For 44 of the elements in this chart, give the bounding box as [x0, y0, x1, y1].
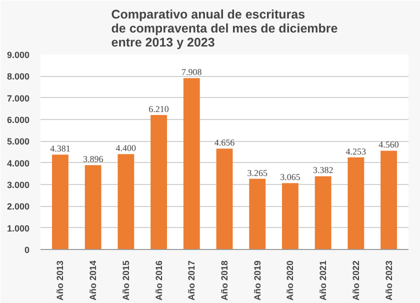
y-tick-label: 0 [24, 245, 30, 255]
data-label: 3.896 [82, 154, 104, 164]
y-tick-label: 9.000 [6, 50, 30, 60]
bar [348, 157, 364, 250]
data-label: 3.065 [280, 172, 301, 182]
x-tick-label: Año 2016 [154, 260, 164, 301]
y-tick-label: 6.000 [6, 115, 30, 125]
y-tick-label: 5.000 [6, 136, 30, 147]
bar [380, 150, 397, 250]
x-tick-label: Año 2018 [220, 260, 230, 301]
x-tick-label: Año 2019 [252, 260, 262, 301]
bar [183, 78, 200, 250]
x-tick-label: Año 2022 [350, 260, 361, 301]
x-tick-label: Año 2023 [384, 260, 394, 301]
x-tick-label: Año 2013 [55, 260, 66, 301]
data-label: 7.908 [182, 67, 202, 78]
x-tick-label: Año 2021 [318, 260, 328, 301]
bar [118, 154, 134, 250]
bar [282, 183, 298, 250]
bar [249, 178, 266, 250]
y-tick-label: 4.000 [6, 158, 30, 168]
x-tick-label: Año 2015 [120, 260, 131, 301]
x-tick-label: Año 2014 [88, 260, 98, 301]
bar [84, 165, 102, 250]
y-tick-label: 2.000 [6, 202, 30, 212]
y-tick-label: 8.000 [6, 72, 30, 82]
data-label: 4.253 [346, 146, 367, 156]
y-tick-label: 7.000 [6, 93, 30, 104]
bar [216, 148, 233, 250]
data-label: 4.381 [50, 144, 70, 154]
bar [314, 176, 332, 250]
y-tick-label: 1.000 [6, 223, 30, 234]
chart-title: Comparativo anual de escrituras de compraventa del mes de diciembre entre 2013 y 2023 [111, 8, 338, 50]
data-label: 3.265 [247, 168, 268, 178]
y-tick-label: 3.000 [6, 180, 30, 190]
data-label: 4.656 [214, 138, 236, 148]
data-label: 4.560 [378, 140, 400, 150]
data-label: 4.400 [116, 143, 137, 154]
bar [150, 114, 167, 250]
data-label: 3.382 [312, 165, 334, 176]
x-tick-label: Año 2017 [186, 260, 197, 301]
bar [52, 154, 68, 250]
x-tick-label: Año 2020 [285, 260, 296, 301]
data-label: 6.210 [148, 104, 170, 114]
